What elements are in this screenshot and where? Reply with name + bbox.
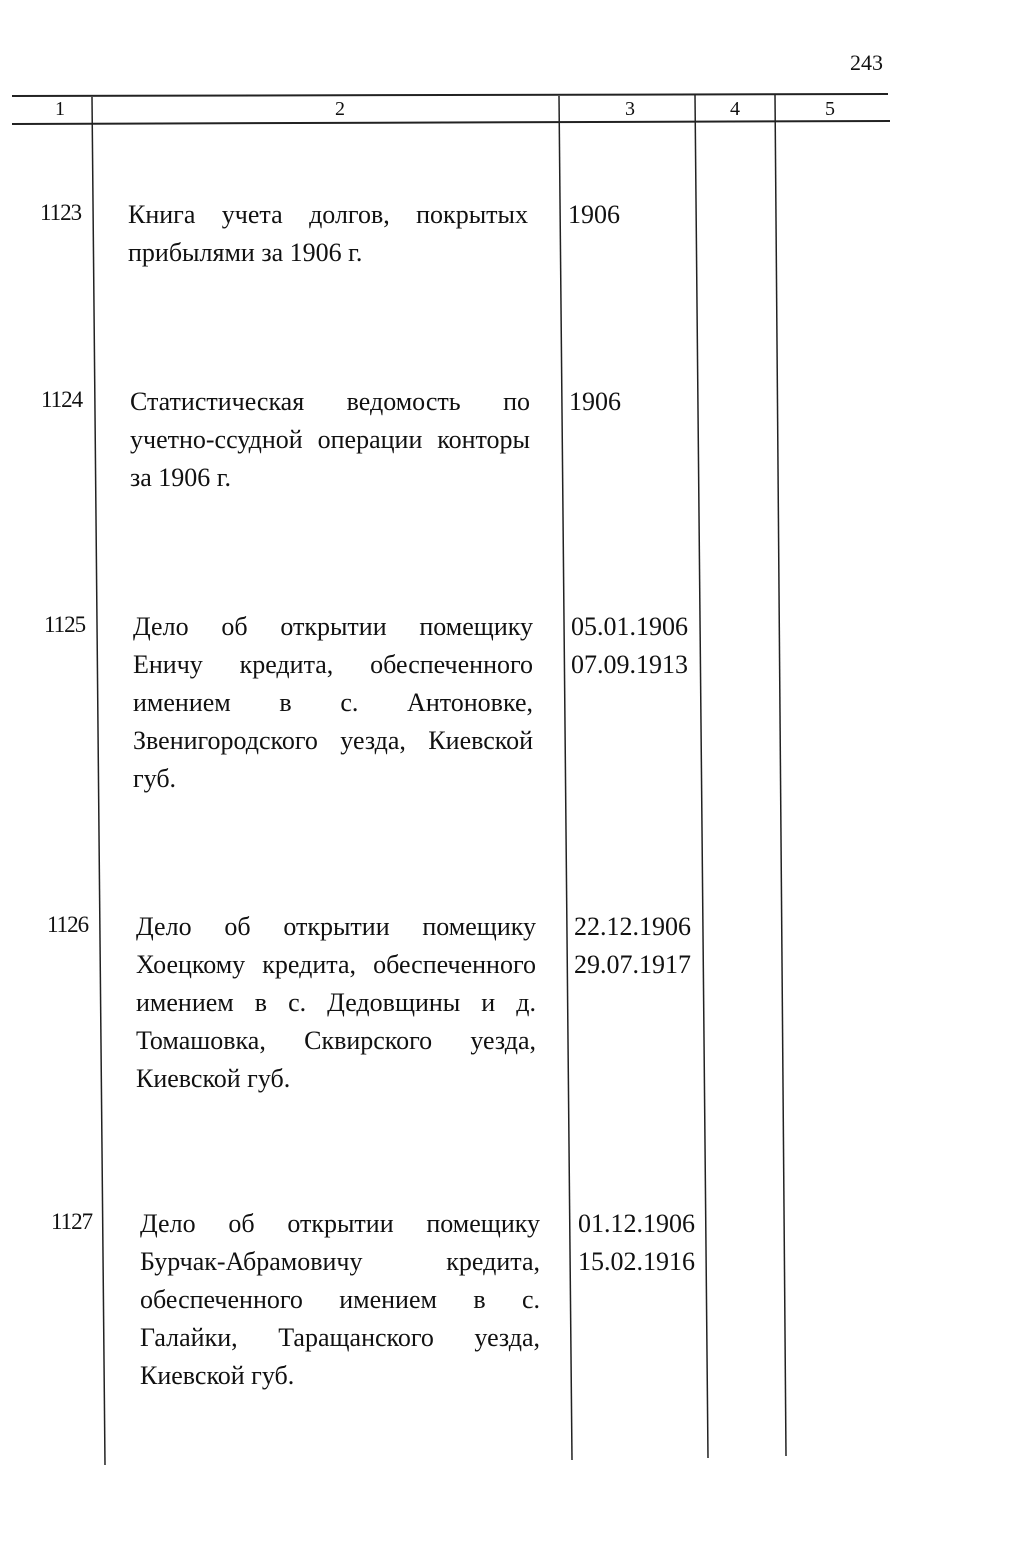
date-value: 01.12.1906	[578, 1209, 695, 1238]
description-line: прибылями за 1906 г.	[128, 238, 363, 267]
entry-number: 1123	[40, 200, 82, 225]
description-line: губ.	[133, 764, 177, 793]
description-line: имением в с. Дедовщины и д.	[136, 988, 536, 1017]
date-value: 1906	[568, 200, 620, 229]
description-line: за 1906 г.	[130, 463, 232, 492]
column-divider	[558, 95, 573, 1461]
column-header-5: 5	[825, 98, 835, 120]
description-line: обеспеченного имением в с.	[140, 1285, 540, 1314]
description-line: имением в с. Антоновке,	[133, 688, 533, 717]
entry-dates: 01.12.1906 15.02.1916	[578, 1205, 695, 1281]
description-line: Киевской губ.	[140, 1361, 295, 1390]
table-top-rule	[11, 93, 889, 97]
entry-description: Статистическая ведомость по учетно-ссудно…	[130, 383, 530, 497]
description-line: Киевской губ.	[136, 1064, 291, 1093]
column-header-1: 1	[55, 98, 65, 120]
description-line: Дело об открытии помещику	[133, 612, 533, 641]
column-header-3: 3	[625, 98, 635, 120]
description-line: учетно-ссудной операции конторы	[130, 425, 530, 454]
entry-description: Дело об открытии помещику Еничу кредита, …	[133, 608, 533, 798]
entry-number: 1125	[44, 612, 86, 637]
entry-dates: 1906	[569, 383, 621, 421]
description-line: Дело об открытии помещику	[140, 1209, 540, 1238]
column-divider	[91, 96, 106, 1466]
column-header-4: 4	[730, 98, 740, 120]
entry-dates: 05.01.1906 07.09.1913	[571, 608, 688, 684]
date-value: 29.07.1917	[574, 950, 691, 979]
date-value: 1906	[569, 387, 621, 416]
description-line: Книга учета долгов, покрытых	[128, 200, 528, 229]
description-line: Звенигородского уезда, Киевской	[133, 726, 533, 755]
date-value: 07.09.1913	[571, 650, 688, 679]
description-line: Галайки, Таращанского уезда,	[140, 1323, 540, 1352]
entry-description: Книга учета долгов, покрытых прибылями за…	[128, 196, 528, 272]
column-header-2: 2	[335, 98, 345, 120]
description-line: Дело об открытии помещику	[136, 912, 536, 941]
entry-dates: 1906	[568, 196, 620, 234]
date-value: 05.01.1906	[571, 612, 688, 641]
entry-description: Дело об открытии помещику Бурчак-Абрамови…	[140, 1205, 540, 1395]
description-line: Бурчак-Абрамовичу кредита,	[140, 1247, 540, 1276]
entry-number: 1126	[47, 912, 89, 937]
description-line: Статистическая ведомость по	[130, 387, 530, 416]
column-divider	[774, 94, 787, 1457]
entry-number: 1127	[51, 1209, 93, 1234]
column-divider	[694, 94, 709, 1459]
page-number: 243	[850, 50, 883, 75]
date-value: 15.02.1916	[578, 1247, 695, 1276]
entry-number: 1124	[41, 387, 83, 412]
entry-description: Дело об открытии помещику Хоецкому кредит…	[136, 908, 536, 1098]
description-line: Томашовка, Сквирского уезда,	[136, 1026, 536, 1055]
description-line: Еничу кредита, обеспеченного	[133, 650, 533, 679]
description-line: Хоецкому кредита, обеспеченного	[136, 950, 536, 979]
table-header-rule	[11, 120, 891, 125]
entry-dates: 22.12.1906 29.07.1917	[574, 908, 691, 984]
date-value: 22.12.1906	[574, 912, 691, 941]
